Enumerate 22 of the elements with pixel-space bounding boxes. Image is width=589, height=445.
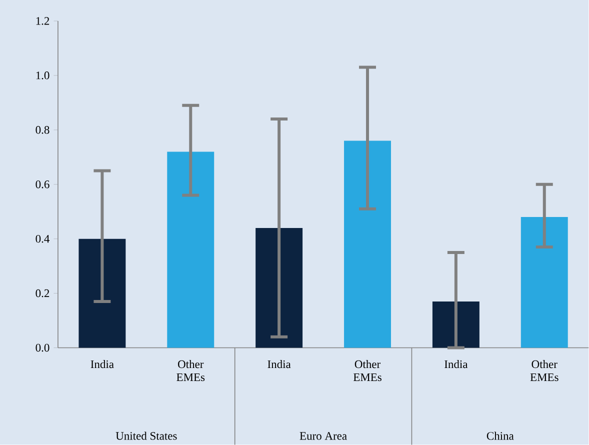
text: China bbox=[486, 432, 514, 440]
bar bbox=[167, 152, 214, 348]
y-tick-label: 1.2 bbox=[36, 17, 50, 25]
bar bbox=[520, 217, 568, 348]
bar bbox=[344, 140, 391, 348]
x-tick-label: India bbox=[268, 360, 291, 368]
x-tick-label: India bbox=[444, 360, 468, 368]
bar bbox=[78, 238, 126, 348]
text: Euro Area bbox=[300, 432, 347, 440]
bar bbox=[256, 228, 303, 348]
bar bbox=[432, 301, 480, 348]
x-tick-label: India bbox=[90, 360, 114, 368]
text: United States bbox=[116, 432, 177, 440]
x-tick-label: Other EMEs bbox=[530, 360, 558, 382]
y-tick-label: 0.0 bbox=[36, 344, 50, 352]
x-tick-label: Other EMEs bbox=[353, 360, 382, 382]
y-tick-label: 0.2 bbox=[36, 289, 50, 298]
y-tick-label: 0.8 bbox=[36, 126, 50, 134]
y-tick-label: 0.4 bbox=[36, 234, 50, 243]
y-tick-label: 0.6 bbox=[36, 180, 50, 188]
x-tick-label: Other EMEs bbox=[176, 360, 205, 382]
y-tick-label: 1.0 bbox=[36, 72, 50, 80]
